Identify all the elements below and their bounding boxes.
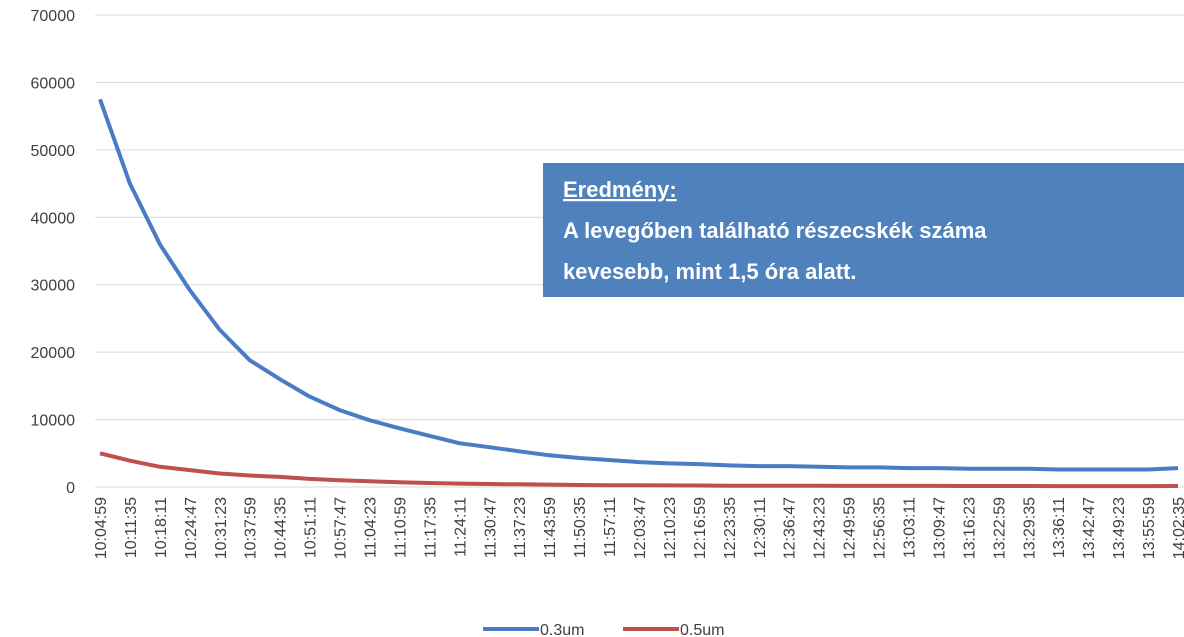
x-tick-label: 10:51:11 — [303, 497, 320, 558]
x-tick-label: 12:23:35 — [722, 497, 739, 559]
x-tick-label: 12:43:23 — [812, 497, 829, 559]
x-tick-label: 12:30:11 — [752, 497, 769, 558]
x-tick-label: 13:42:47 — [1081, 497, 1098, 559]
x-tick-label: 13:09:47 — [931, 497, 948, 559]
x-tick-label: 13:03:11 — [902, 497, 919, 558]
x-tick-label: 10:04:59 — [93, 497, 110, 559]
x-tick-label: 11:37:23 — [512, 497, 529, 558]
data-line — [99, 451, 1179, 489]
y-tick-label: 70000 — [31, 8, 76, 25]
x-tick-label: 11:30:47 — [482, 497, 499, 558]
data-line — [98, 98, 1179, 472]
y-tick-label: 60000 — [31, 75, 76, 92]
x-tick-label: 12:03:47 — [632, 497, 649, 559]
x-tick-label: 13:49:23 — [1111, 497, 1128, 559]
x-tick-label: 13:55:59 — [1141, 497, 1158, 559]
y-tick-label: 50000 — [31, 143, 76, 160]
y-tick-label: 0 — [66, 480, 75, 497]
x-tick-label: 11:17:35 — [422, 497, 439, 558]
x-tick-label: 12:16:59 — [692, 497, 709, 559]
annotation-line: kevesebb, mint 1,5 óra alatt. — [563, 259, 856, 284]
legend-label: 0.5um — [680, 622, 724, 637]
x-tick-label: 12:56:35 — [872, 497, 889, 559]
x-tick-label: 10:11:35 — [123, 497, 140, 558]
annotation-line: A levegőben található részecskék száma — [563, 218, 987, 243]
x-tick-label: 12:10:23 — [662, 497, 679, 559]
x-tick-label: 14:02:35 — [1171, 497, 1184, 559]
annotation-box — [543, 163, 1184, 297]
y-tick-label: 30000 — [31, 278, 76, 295]
x-tick-label: 11:43:59 — [542, 497, 559, 558]
x-tick-label: 10:18:11 — [153, 497, 170, 558]
y-tick-label: 40000 — [31, 210, 76, 227]
y-tick-label: 10000 — [31, 413, 76, 430]
x-tick-label: 13:16:23 — [961, 497, 978, 559]
x-tick-label: 13:22:59 — [991, 497, 1008, 559]
x-tick-label: 10:24:47 — [183, 497, 200, 559]
legend-label: 0.3um — [540, 622, 584, 637]
x-tick-label: 11:10:59 — [392, 497, 409, 558]
x-tick-label: 11:24:11 — [452, 497, 469, 557]
x-tick-label: 13:29:35 — [1021, 497, 1038, 559]
x-tick-label: 11:57:11 — [602, 497, 619, 557]
x-tick-label: 12:49:59 — [842, 497, 859, 559]
x-tick-label: 11:50:35 — [572, 497, 589, 558]
x-tick-label: 10:31:23 — [213, 497, 230, 559]
x-tick-label: 12:36:47 — [782, 497, 799, 559]
annotation-heading: Eredmény: — [563, 177, 677, 202]
y-tick-label: 20000 — [31, 345, 76, 362]
x-tick-label: 10:57:47 — [333, 497, 350, 559]
x-tick-label: 10:44:35 — [273, 497, 290, 559]
x-tick-label: 10:37:59 — [243, 497, 260, 559]
x-tick-label: 13:36:11 — [1051, 497, 1068, 558]
x-tick-label: 11:04:23 — [363, 497, 380, 558]
